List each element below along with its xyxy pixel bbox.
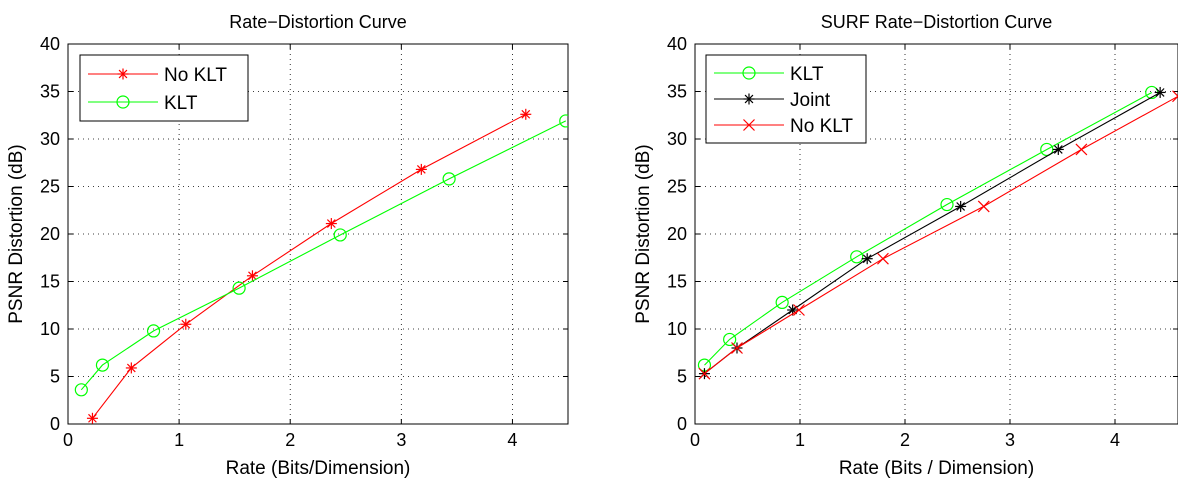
y-tick-label: 35: [667, 82, 687, 102]
y-tick-label: 40: [40, 34, 60, 54]
y-tick-label: 40: [667, 34, 687, 54]
data-point-no-klt: [180, 319, 191, 330]
x-tick-label: 2: [285, 430, 295, 450]
y-tick-label: 10: [40, 319, 60, 339]
y-tick-label: 15: [667, 272, 687, 292]
y-tick-label: 25: [667, 177, 687, 197]
x-axis-label: Rate (Bits / Dimension): [839, 458, 1034, 479]
data-point-no-klt: [1076, 144, 1087, 155]
series-line-no-klt: [92, 114, 525, 418]
y-tick-label: 10: [667, 319, 687, 339]
y-axis-label: PSNR Distortion (dB): [633, 144, 654, 324]
x-tick-label: 4: [507, 430, 517, 450]
x-tick-label: 1: [174, 430, 184, 450]
y-tick-label: 35: [40, 82, 60, 102]
data-point-no-klt: [126, 362, 137, 373]
data-point-no-klt: [416, 164, 427, 175]
x-tick-label: 0: [63, 430, 73, 450]
y-tick-label: 15: [40, 272, 60, 292]
y-tick-label: 5: [50, 367, 60, 387]
chart-title: Rate−Distortion Curve: [229, 12, 407, 32]
y-tick-label: 25: [40, 177, 60, 197]
legend-marker: [744, 94, 755, 105]
data-point-no-klt: [87, 413, 98, 424]
x-tick-label: 0: [690, 430, 700, 450]
data-point-no-klt: [1173, 91, 1178, 102]
y-tick-label: 0: [50, 414, 60, 434]
y-tick-label: 0: [677, 414, 687, 434]
x-tick-label: 2: [900, 430, 910, 450]
data-point-no-klt: [520, 109, 531, 120]
legend-marker: [118, 69, 129, 80]
legend: KLT Joint No KLT: [706, 55, 866, 143]
legend-label: No KLT: [790, 116, 853, 137]
data-point-no-klt: [978, 201, 989, 212]
data-point-joint: [862, 253, 873, 264]
x-tick-label: 3: [1005, 430, 1015, 450]
data-point-no-klt: [326, 218, 337, 229]
data-point-joint: [955, 201, 966, 212]
chart-title: SURF Rate−Distortion Curve: [821, 12, 1053, 32]
x-tick-label: 1: [795, 430, 805, 450]
legend-label: KLT: [790, 64, 824, 85]
legend: No KLT KLT: [80, 55, 248, 121]
x-axis-label: Rate (Bits/Dimension): [226, 458, 411, 479]
data-point-joint: [1053, 144, 1064, 155]
x-tick-label: 4: [1110, 430, 1120, 450]
legend-label: Joint: [790, 90, 831, 111]
y-axis-label: PSNR Distortion (dB): [6, 144, 27, 324]
y-tick-label: 20: [40, 224, 60, 244]
x-tick-label: 3: [396, 430, 406, 450]
legend-label: No KLT: [164, 65, 227, 86]
data-point-joint: [1155, 87, 1166, 98]
y-tick-label: 5: [677, 367, 687, 387]
y-tick-label: 30: [40, 129, 60, 149]
legend-label: KLT: [164, 93, 198, 114]
y-tick-label: 30: [667, 129, 687, 149]
data-point-no-klt: [877, 253, 888, 264]
y-tick-label: 20: [667, 224, 687, 244]
